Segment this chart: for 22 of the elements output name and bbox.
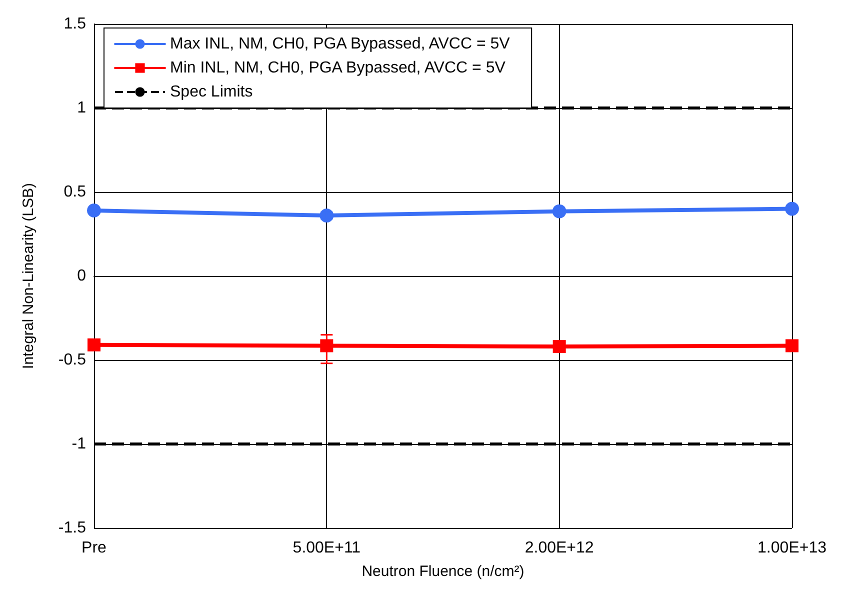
legend-label: Spec Limits bbox=[170, 84, 253, 100]
y-tick-label: 0 bbox=[77, 268, 86, 284]
y-tick-label: 1 bbox=[77, 100, 86, 116]
point bbox=[552, 204, 566, 218]
x-axis-title: Neutron Fluence (n/cm²) bbox=[362, 563, 524, 580]
y-tick-label: -1.5 bbox=[58, 520, 86, 536]
point bbox=[785, 202, 799, 216]
point bbox=[88, 338, 100, 352]
x-tick-label: 5.00E+11 bbox=[292, 540, 361, 556]
y-tick-label: 1.5 bbox=[64, 16, 86, 32]
legend-label: Max INL, NM, CH0, PGA Bypassed, AVCC = 5V bbox=[170, 36, 510, 52]
point bbox=[552, 340, 566, 354]
legend-label: Min INL, NM, CH0, PGA Bypassed, AVCC = 5V bbox=[170, 60, 506, 76]
x-tick-label: 2.00E+12 bbox=[524, 540, 594, 556]
point bbox=[786, 339, 798, 352]
point bbox=[87, 203, 101, 218]
x-tick-label: 1.00E+13 bbox=[758, 540, 827, 556]
x-tick-label: Pre bbox=[82, 540, 107, 556]
y-tick-label: -1 bbox=[72, 436, 86, 452]
y-tick-label: -0.5 bbox=[58, 352, 86, 368]
y-axis-title: Integral Non-Linearity (LSB) bbox=[20, 183, 37, 369]
y-tick-label: 0.5 bbox=[64, 184, 86, 200]
